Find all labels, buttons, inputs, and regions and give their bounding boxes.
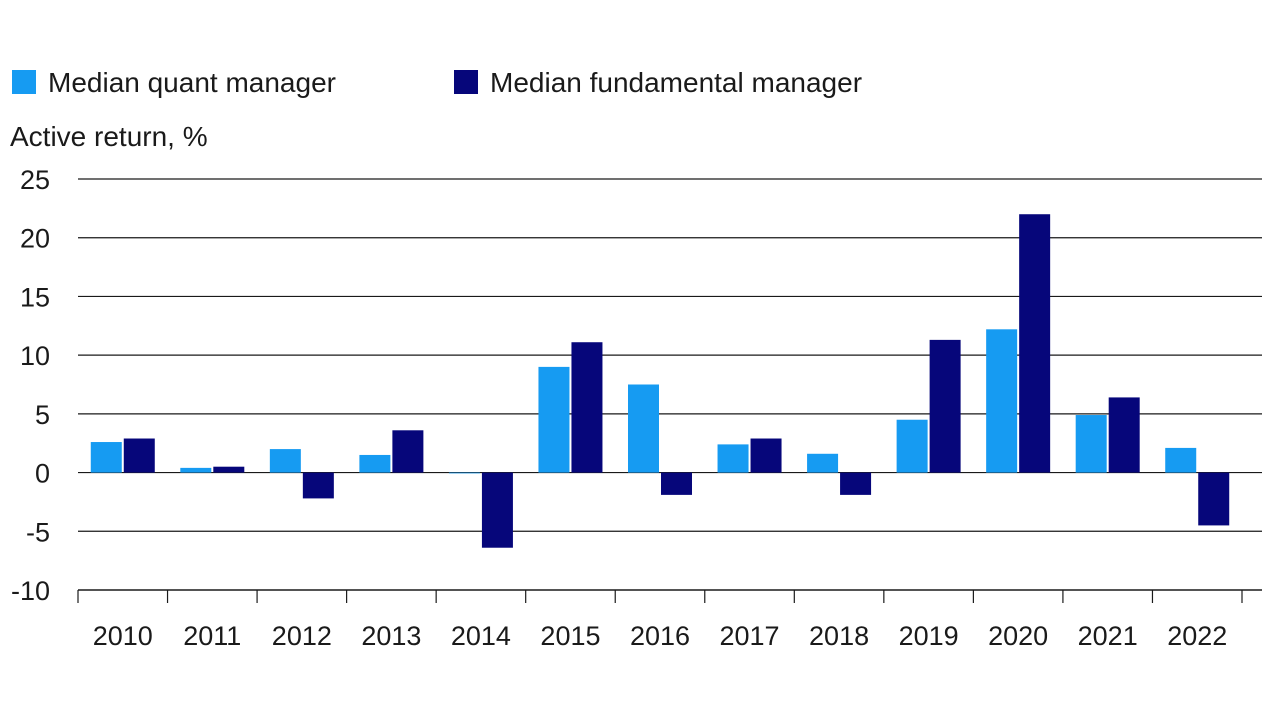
bar-quant [628,384,659,473]
bar-quant [1075,415,1107,473]
x-tick-label: 2013 [361,621,421,651]
bar-fundamental [661,472,692,495]
bars [90,214,1230,548]
bar-quant [180,467,212,473]
x-tick-label: 2017 [719,621,779,651]
x-tick-label: 2012 [272,621,332,651]
bar-fundamental [481,472,513,548]
bar-quant [717,444,749,473]
y-tick-label: 0 [35,459,50,489]
x-tick-label: 2019 [899,621,959,651]
x-tick-label: 2014 [451,621,511,651]
y-axis-title: Active return, % [10,121,208,152]
bar-fundamental [929,339,961,473]
bar-quant [269,449,301,473]
bar-quant [986,329,1018,473]
x-tick-label: 2011 [183,621,241,651]
bar-fundamental [392,430,424,473]
bar-fundamental [1019,214,1051,473]
y-tick-labels: 25 20 15 10 5 0 -5 -10 [11,165,50,606]
bar-fundamental [302,472,334,499]
y-tick-label: -10 [11,576,50,606]
bar-quant [807,453,839,473]
x-axis: 2010 2011 2012 2013 2014 2015 2016 2017 2018 2019… [77,590,1243,651]
bar-quant [359,454,391,473]
x-tick-label: 2021 [1078,621,1138,651]
y-tick-label: 20 [20,224,50,254]
bar-fundamental [1198,472,1230,526]
y-tick-label: 5 [35,400,50,430]
legend-swatch-fundamental [454,70,478,94]
y-tick-label: 25 [20,165,50,195]
bar-fundamental [750,438,782,473]
y-tick-label: 15 [20,282,50,312]
bar-quant [448,472,480,474]
legend-label-fundamental: Median fundamental manager [490,67,862,98]
bar-quant [90,442,122,473]
bar-fundamental [571,342,603,473]
bar-fundamental [840,472,872,495]
y-tick-label: -5 [26,517,50,547]
x-tick-label: 2016 [630,621,690,651]
bar-fundamental [1108,397,1140,473]
bar-fundamental [123,438,155,473]
gridlines [78,178,1262,591]
x-tick-label: 2018 [809,621,869,651]
x-tick-label: 2020 [988,621,1048,651]
bar-quant [896,419,928,473]
bar-quant [1165,447,1197,473]
x-tick-label: 2010 [93,621,153,651]
bar-fundamental [213,466,245,473]
legend-swatch-quant [12,70,36,94]
x-tick-label: 2015 [540,621,600,651]
legend-label-quant: Median quant manager [48,67,336,98]
y-tick-label: 10 [20,341,50,371]
legend: Median quant manager Median fundamental … [12,67,862,98]
bar-quant [538,366,570,473]
x-tick-label: 2022 [1167,621,1227,651]
